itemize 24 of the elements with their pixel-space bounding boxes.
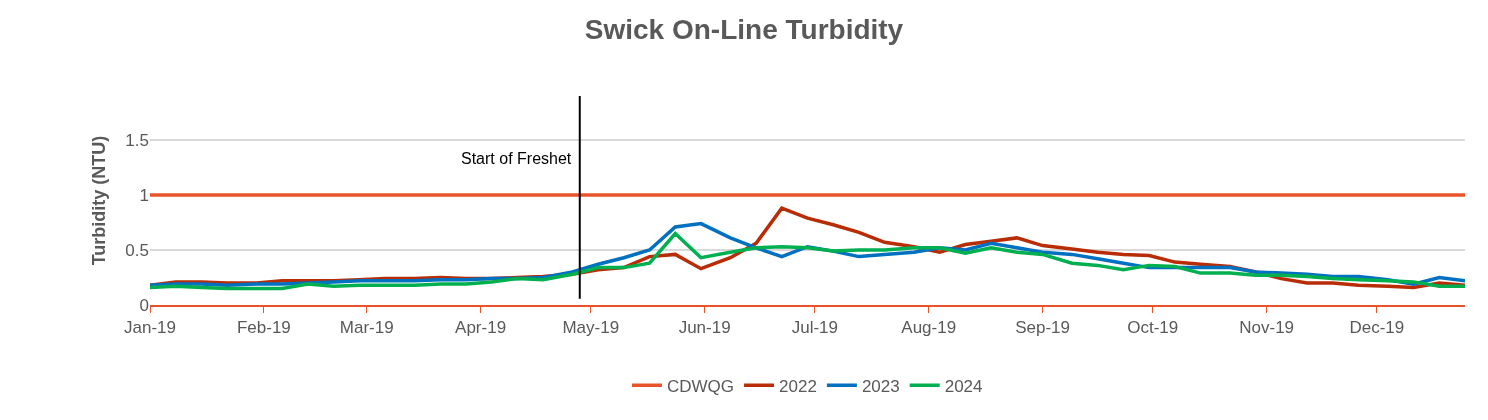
y-tick-label: 1.5 — [125, 130, 149, 150]
x-tick-label: Feb-19 — [236, 318, 291, 338]
y-axis-title: Turbidity (NTU) — [88, 135, 109, 266]
y-tick-label: 0.5 — [125, 240, 149, 260]
ref-line-label: Start of Freshet — [461, 150, 572, 167]
chart-title: Swick On-Line Turbidity — [584, 14, 904, 46]
line-series — [150, 231, 1465, 291]
x-tick-label: Nov-19 — [1239, 318, 1295, 338]
x-tick-label: Jun-19 — [678, 318, 731, 338]
x-tick-label: Mar-19 — [339, 318, 394, 338]
x-tick-label: Oct-19 — [1127, 318, 1179, 338]
legend-label: CDWQG — [667, 376, 735, 396]
x-tick-label: Jul-19 — [791, 318, 839, 338]
y-tick-label: 1 — [139, 185, 149, 205]
x-tick-label: Aug-19 — [901, 318, 957, 338]
legend-label: 2024 — [944, 376, 983, 396]
legend-label: 2023 — [861, 376, 900, 396]
y-tick-label: 0 — [139, 295, 149, 315]
x-tick-label: May-19 — [562, 318, 620, 338]
x-tick-label: Sep-19 — [1015, 318, 1070, 338]
x-tick-label: Dec-19 — [1349, 318, 1405, 338]
x-tick-label: Apr-19 — [455, 318, 507, 338]
legend-label: 2022 — [779, 376, 817, 396]
x-tick-label: Jan-19 — [124, 318, 176, 338]
